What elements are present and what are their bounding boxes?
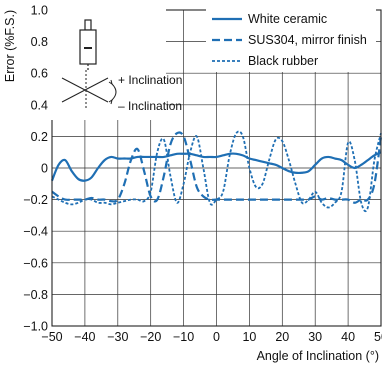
legend-label-sus304: SUS304, mirror finish (248, 33, 367, 47)
series-layer (50, 130, 382, 213)
x-tick-label: −40 (74, 330, 95, 344)
sensor-icon (79, 19, 97, 70)
x-tick-label: 40 (341, 330, 355, 344)
series-sus304-mirror-finish (51, 131, 382, 204)
x-tick-label: 10 (242, 330, 256, 344)
legend-label-black-rubber: Black rubber (248, 54, 318, 68)
y-tick-label: 1.0 (31, 4, 48, 18)
series-black-rubber (51, 130, 382, 213)
y-tick-label: −1.0 (23, 320, 48, 334)
x-tick-label: −20 (140, 330, 161, 344)
x-tick-label: −50 (41, 330, 62, 344)
inset-background (50, 8, 166, 120)
plus-inclination-label: + Inclination (118, 73, 182, 87)
series-white-ceramic (50, 151, 382, 182)
legend: White ceramic SUS304, mirror finish Blac… (206, 8, 376, 72)
minus-inclination-label: – Inclination (118, 99, 182, 113)
x-tick-label: 50 (374, 330, 382, 344)
y-tick-label: −0.8 (23, 288, 48, 302)
x-tick-label: 20 (275, 330, 289, 344)
y-tick-label: 0.6 (31, 67, 48, 81)
y-tick-label: −0.2 (23, 193, 48, 207)
y-tick-label: −0.6 (23, 256, 48, 270)
x-tick-label: 0 (213, 330, 220, 344)
inclination-diagram: + Inclination – Inclination (50, 8, 182, 120)
x-axis-title: Angle of Inclination (°) (257, 349, 379, 363)
tick-labels: −50 −40 −30 −20 −10 0 10 20 30 40 50 1.0 0.8 0.6 0.4 0.… (23, 4, 382, 345)
legend-label-white-ceramic: White ceramic (248, 12, 327, 26)
inclination-cross-icon (61, 70, 117, 108)
x-tick-label: −30 (107, 330, 128, 344)
y-axis-title: Error (%F.S.) (3, 10, 17, 82)
x-tick-label: −10 (173, 330, 194, 344)
y-tick-label: 0.4 (31, 98, 48, 112)
y-tick-label: 0.8 (31, 35, 48, 49)
x-tick-label: 30 (308, 330, 322, 344)
y-tick-label: −0.4 (23, 225, 48, 239)
y-tick-label: 0.2 (31, 130, 48, 144)
y-tick-label: 0 (41, 162, 48, 176)
